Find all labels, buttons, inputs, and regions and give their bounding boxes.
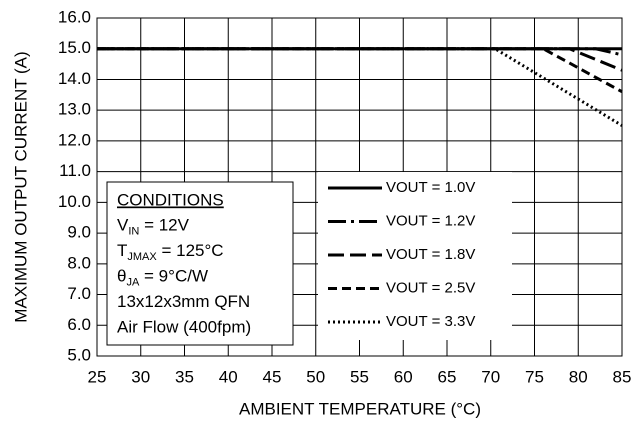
- y-tick-label: 6.0: [67, 315, 91, 334]
- legend-label: VOUT = 2.5V: [386, 279, 475, 296]
- condition-line: TJMAX = 125°C: [117, 241, 224, 262]
- y-tick-label: 15.0: [58, 38, 91, 57]
- condition-line: θJA = 9°C/W: [117, 267, 208, 288]
- condition-line: Air Flow (400fpm): [117, 318, 251, 337]
- y-tick-label: 5.0: [67, 345, 91, 364]
- x-tick-label: 65: [438, 367, 457, 386]
- x-tick-label: 60: [394, 367, 413, 386]
- condition-main: V: [117, 216, 129, 235]
- y-tick-label: 10.0: [58, 192, 91, 211]
- condition-main: θ: [117, 267, 126, 286]
- condition-main: Air Flow (400fpm): [117, 318, 251, 337]
- y-tick-label: 16.0: [58, 7, 91, 26]
- y-tick-label: 14.0: [58, 69, 91, 88]
- x-tick-label: 85: [613, 367, 632, 386]
- y-tick-label: 8.0: [67, 253, 91, 272]
- legend-label: VOUT = 3.3V: [386, 313, 475, 330]
- condition-line: 13x12x3mm QFN: [117, 292, 250, 311]
- y-tick-label: 13.0: [58, 100, 91, 119]
- y-axis-label: MAXIMUM OUTPUT CURRENT (A): [11, 51, 30, 322]
- conditions-title: CONDITIONS: [117, 190, 224, 209]
- x-tick-label: 40: [219, 367, 238, 386]
- x-tick-label: 80: [569, 367, 588, 386]
- conditions-box: [106, 181, 294, 346]
- condition-rest: = 125°C: [157, 241, 224, 260]
- condition-rest: = 12V: [139, 216, 189, 235]
- condition-sub: JA: [126, 276, 140, 288]
- plot-frame: [96, 17, 623, 357]
- legend-label: VOUT = 1.8V: [386, 246, 475, 263]
- x-tick-label: 30: [131, 367, 150, 386]
- y-tick-label: 7.0: [67, 284, 91, 303]
- x-axis-label: AMBIENT TEMPERATURE (°C): [239, 399, 481, 418]
- x-tick-label: 25: [88, 367, 107, 386]
- legend-label: VOUT = 1.2V: [386, 212, 475, 229]
- condition-main: T: [117, 241, 127, 260]
- series-line: [97, 47, 623, 94]
- condition-sub: JMAX: [127, 251, 157, 263]
- condition-main: 13x12x3mm QFN: [117, 292, 250, 311]
- x-tick-label: 55: [350, 367, 369, 386]
- x-tick-label: 75: [525, 367, 544, 386]
- condition-sub: IN: [128, 225, 139, 237]
- x-tick-label: 35: [175, 367, 194, 386]
- x-tick-label: 70: [481, 367, 500, 386]
- condition-rest: = 9°C/W: [139, 267, 208, 286]
- y-tick-label: 9.0: [67, 223, 91, 242]
- x-tick-label: 50: [306, 367, 325, 386]
- y-tick-label: 12.0: [58, 130, 91, 149]
- x-tick-label: 45: [263, 367, 282, 386]
- y-tick-label: 11.0: [59, 161, 91, 180]
- legend-label: VOUT = 1.0V: [386, 179, 475, 196]
- condition-line: VIN = 12V: [117, 216, 190, 237]
